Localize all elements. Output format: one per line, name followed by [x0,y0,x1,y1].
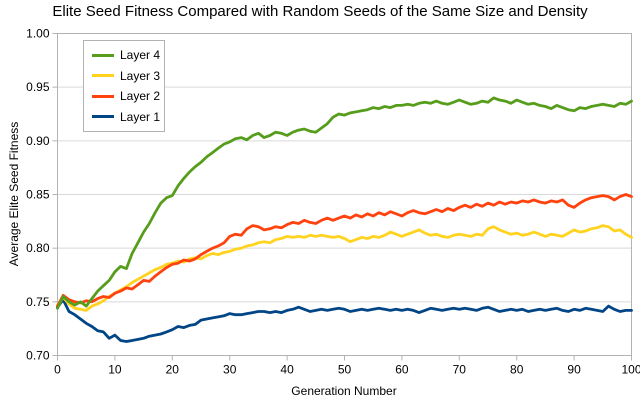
y-tick-label: 0.70 [26,349,50,363]
x-tick-label: 10 [108,363,122,377]
y-tick-label: 0.80 [26,241,50,255]
legend-swatch-layer-1 [92,115,114,119]
legend-label: Layer 4 [120,48,161,63]
series-line-layer-1 [56,298,633,343]
legend-label: Layer 1 [120,109,161,124]
x-tick-label: 50 [338,363,352,377]
y-tick-label: 1.00 [26,27,50,41]
y-tick-label: 0.75 [26,295,50,309]
legend-swatch-layer-4 [92,53,114,57]
x-tick-label: 0 [54,363,61,377]
series-line-layer-4 [56,96,633,310]
x-tick-label: 40 [280,363,294,377]
x-axis-title: Generation Number [291,384,397,398]
legend-item-layer-2: Layer 2 [92,90,164,102]
x-tick-label: 90 [567,363,581,377]
x-tick-label: 30 [223,363,237,377]
y-tick-label: 0.85 [26,188,50,202]
y-tick-label: 0.90 [26,134,50,148]
x-tick-label: 70 [453,363,467,377]
y-tick-label: 0.95 [26,80,50,94]
y-axis-title: Average Elite Seed Fitness [7,121,21,267]
legend-item-layer-4: Layer 4 [92,49,164,61]
series-line-layer-3 [56,224,633,312]
legend-item-layer-3: Layer 3 [92,70,164,82]
x-tick-label: 60 [395,363,409,377]
x-tick-label: 20 [166,363,180,377]
legend-swatch-layer-3 [92,74,114,78]
legend: Layer 4 Layer 3 Layer 2 Layer 1 [83,40,165,132]
legend-label: Layer 2 [120,89,161,104]
legend-swatch-layer-2 [92,94,114,98]
x-tick-label: 80 [510,363,524,377]
legend-label: Layer 3 [120,68,161,83]
x-tick-label: 100 [621,363,640,377]
chart-title: Elite Seed Fitness Compared with Random … [52,3,588,20]
legend-item-layer-1: Layer 1 [92,111,164,123]
series-line-layer-2 [56,193,633,308]
